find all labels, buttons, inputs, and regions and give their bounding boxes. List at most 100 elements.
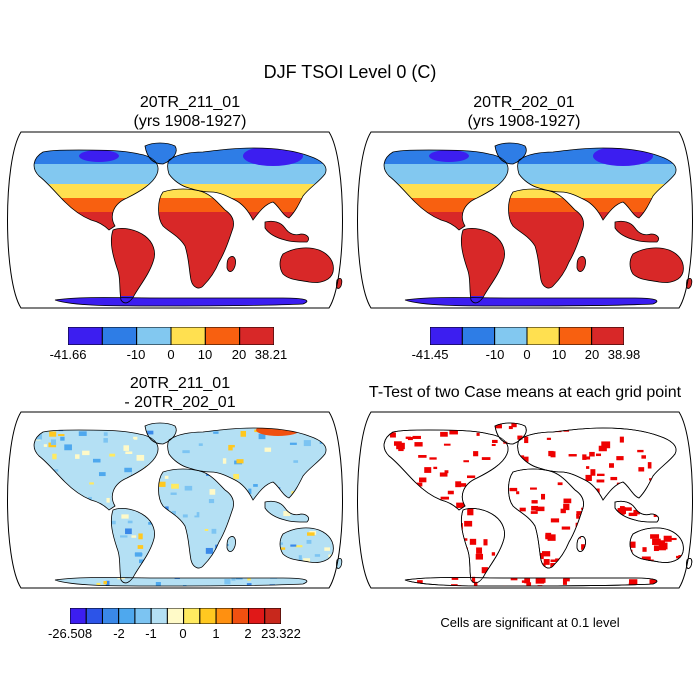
panel-d-map-cell	[582, 454, 587, 460]
panel-d-map-cell	[372, 499, 380, 505]
panel-c-map-cell	[300, 496, 307, 502]
panel-d-map-cell	[384, 484, 389, 488]
colorbar-a-box-5	[239, 327, 274, 345]
panel-c-map-cell	[258, 504, 265, 509]
panel-c-map-cell	[40, 496, 44, 502]
panel-c-map-cell	[324, 416, 332, 419]
panel-c-map-cell	[329, 469, 336, 475]
panel-d-map-cell	[384, 499, 389, 503]
panel-d-map-cell	[370, 540, 377, 546]
panel-d-map	[357, 411, 697, 589]
panel-b-map	[357, 131, 693, 309]
panel-c-map-cell	[331, 468, 338, 473]
panel-d-map-cell	[641, 556, 651, 562]
panel-c-map-cell	[119, 428, 124, 432]
panel-c-map-cell	[96, 582, 101, 586]
panel-c-map-cell	[155, 413, 160, 418]
panel-c-map-cell	[266, 495, 270, 498]
panel-c-map-outline-mada	[226, 536, 236, 552]
panel-c-map-cell	[112, 574, 118, 578]
panel-a-colorbar-labels: -41.66 -10 0 10 20 38.21	[50, 347, 288, 363]
panel-b-map-band-1	[384, 164, 692, 184]
panel-d-map-cell	[403, 545, 407, 551]
panel-d-map-cell	[440, 431, 448, 437]
panel-c-map-cell	[53, 499, 58, 506]
figure-title: DJF TSOI Level 0 (C)	[263, 62, 437, 82]
panel-b-map-outline-seasia	[614, 220, 659, 243]
panel-c-map-cell	[278, 547, 286, 550]
panel-d-map-cell	[444, 470, 449, 474]
panel-d-map-cell	[560, 508, 566, 514]
panel-c-map-cell	[235, 507, 240, 512]
panel-d-map-cell	[384, 492, 388, 496]
panel-d-map-cell	[459, 483, 467, 487]
panel-c-map-cell	[66, 419, 70, 421]
panel-c-map-cell	[27, 450, 33, 452]
panel-d-map-cell	[365, 507, 368, 511]
panel-d-map-cell	[538, 576, 546, 583]
panel-d-map-cell	[680, 523, 684, 528]
panel-c-map-cell	[37, 550, 43, 556]
panel-b-map-band-4	[384, 212, 692, 306]
panel-c-map-cell	[233, 473, 240, 480]
panel-d-map-cell	[582, 415, 587, 417]
panel-a-map	[7, 131, 343, 309]
panel-c-map-cell	[154, 423, 161, 429]
panel-b-map-fill	[384, 143, 692, 306]
panel-c-map-base	[34, 423, 342, 586]
panel-d-map-cell	[369, 547, 372, 550]
panel-c-map-cell	[328, 554, 332, 558]
panel-d-map-cell	[566, 563, 572, 571]
panel-b-map-band-2	[384, 184, 692, 198]
panel-c-map-cell	[231, 429, 239, 432]
panel-c-map-cell	[161, 565, 167, 570]
panel-d-map-cell	[629, 541, 636, 548]
panel-d-map-cell	[414, 518, 420, 524]
panel-d-map-cell	[684, 454, 692, 462]
panel-d-map-cell	[663, 535, 672, 542]
panel-b-title-line2: (yrs 1908-1927)	[467, 113, 581, 130]
panel-d-map-cell	[589, 553, 594, 560]
panel-c-map-outline-sa	[110, 508, 155, 584]
panel-c-map-outline-na	[33, 429, 159, 511]
significance-note: Cells are significant at 0.1 level	[440, 615, 620, 630]
panel-d-map-cell	[373, 412, 381, 418]
panel-c-map-cell	[258, 543, 263, 549]
panel-c-map-cell	[251, 481, 258, 487]
panel-d-map-cell	[611, 494, 619, 501]
panel-d-map-cell	[408, 571, 415, 575]
panel-d-map-cell	[641, 561, 650, 566]
panel-c-map-cell	[173, 415, 180, 420]
panel-d-map-cell	[384, 480, 388, 487]
panel-c-map-cell	[248, 488, 252, 494]
panel-c-map-cell	[117, 577, 126, 580]
panel-c-map-cell	[246, 548, 254, 552]
panel-d-map-outline-top-sa	[460, 508, 505, 584]
panel-d-map-cell	[400, 488, 407, 496]
panel-c-map-cell	[46, 552, 51, 555]
panel-a-map-band-1	[34, 164, 342, 184]
panel-d-map-cell	[371, 516, 375, 519]
panel-c-map-cell	[180, 416, 184, 421]
panel-d-map-cell	[372, 500, 375, 504]
panel-d-map-cell	[418, 455, 427, 458]
panel-d-map-outline-top-eur	[517, 427, 677, 501]
panel-c-map-cell	[274, 537, 281, 540]
panel-c-map-cell	[124, 467, 132, 473]
colorbar-a-label-3: 10	[197, 347, 213, 362]
panel-d-map-outline-top-greenland	[494, 422, 527, 445]
panel-d-map-cell	[394, 540, 403, 546]
panel-d-map-cell	[590, 469, 596, 476]
panel-c-map-cell	[96, 516, 101, 523]
panel-c-map-cell	[147, 465, 153, 472]
panel-c-map-cell	[295, 570, 303, 573]
panel-d-map-cell	[586, 536, 594, 540]
panel-b-map-cold-core-canada	[429, 150, 469, 162]
panel-d-map-cell	[672, 577, 678, 584]
panel-c-map-outline-aus	[279, 527, 334, 563]
panel-d-map-cell	[694, 559, 697, 564]
panel-c-map-cell	[344, 529, 347, 532]
panel-d-map-cell	[669, 582, 674, 586]
panel-c-map-cell	[133, 426, 138, 429]
panel-d-map-cell	[691, 424, 692, 429]
